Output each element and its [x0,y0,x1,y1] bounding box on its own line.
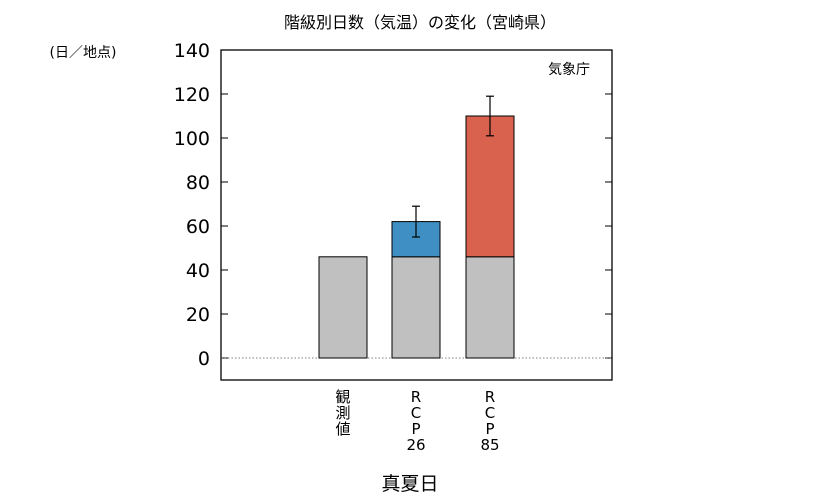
category-label: 85 [480,436,499,454]
category-label: 測 [335,404,350,422]
category-label: R [485,388,495,406]
category-label: 26 [406,436,425,454]
y-tick-label: 40 [186,260,210,282]
category-label: C [411,404,421,422]
y-axis-unit-label: (日／地点) [50,45,117,61]
category-label: P [411,420,420,438]
plot-frame [220,49,613,381]
y-tick-label: 140 [174,40,210,62]
y-tick-label: 60 [186,216,210,238]
y-tick-label: 120 [174,84,210,106]
y-tick-label: 0 [198,348,210,370]
bar-increase [465,115,515,258]
category-label: R [411,388,421,406]
category-label: C [485,404,495,422]
bar-base [465,256,515,359]
category-label: P [485,420,494,438]
bar-base [391,256,441,359]
y-tick-label: 80 [186,172,210,194]
y-axis: 0 20 40 60 80 100 120 140 [174,40,612,370]
source-label: 気象庁 [548,62,590,78]
bar-base [318,256,368,359]
error-bars [412,95,494,238]
y-tick-label: 20 [186,304,210,326]
category-label: 値 [335,420,350,438]
chart-title: 階級別日数（気温）の変化（宮崎県） [284,13,556,32]
category-label: 観 [335,388,350,406]
y-tick-label: 100 [174,128,210,150]
x-axis-label: 真夏日 [381,473,438,495]
